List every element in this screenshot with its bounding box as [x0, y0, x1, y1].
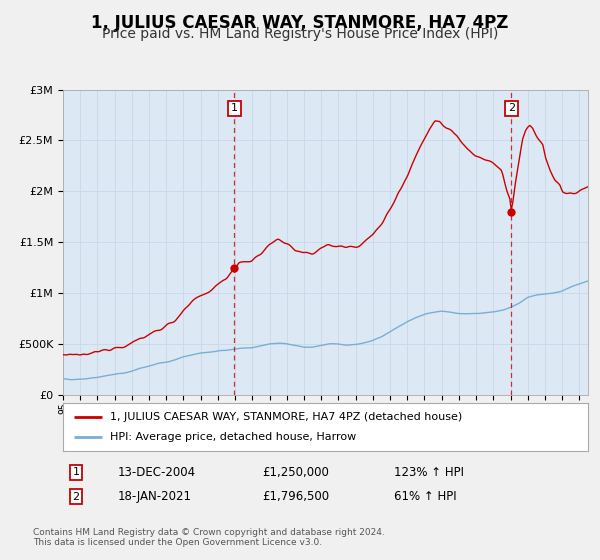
Text: HPI: Average price, detached house, Harrow: HPI: Average price, detached house, Harr… [110, 432, 356, 442]
Text: 61% ↑ HPI: 61% ↑ HPI [394, 490, 457, 503]
Text: Contains HM Land Registry data © Crown copyright and database right 2024.
This d: Contains HM Land Registry data © Crown c… [33, 528, 385, 547]
Text: 123% ↑ HPI: 123% ↑ HPI [394, 465, 464, 479]
Text: 2: 2 [73, 492, 80, 502]
Text: 13-DEC-2004: 13-DEC-2004 [118, 465, 196, 479]
Text: 1, JULIUS CAESAR WAY, STANMORE, HA7 4PZ: 1, JULIUS CAESAR WAY, STANMORE, HA7 4PZ [91, 14, 509, 32]
Text: 1: 1 [73, 467, 80, 477]
Text: £1,796,500: £1,796,500 [263, 490, 329, 503]
Text: £1,250,000: £1,250,000 [263, 465, 329, 479]
Text: 1: 1 [231, 104, 238, 113]
Text: 18-JAN-2021: 18-JAN-2021 [118, 490, 192, 503]
Text: Price paid vs. HM Land Registry's House Price Index (HPI): Price paid vs. HM Land Registry's House … [102, 27, 498, 41]
Text: 1, JULIUS CAESAR WAY, STANMORE, HA7 4PZ (detached house): 1, JULIUS CAESAR WAY, STANMORE, HA7 4PZ … [110, 412, 463, 422]
Text: 2: 2 [508, 104, 515, 113]
